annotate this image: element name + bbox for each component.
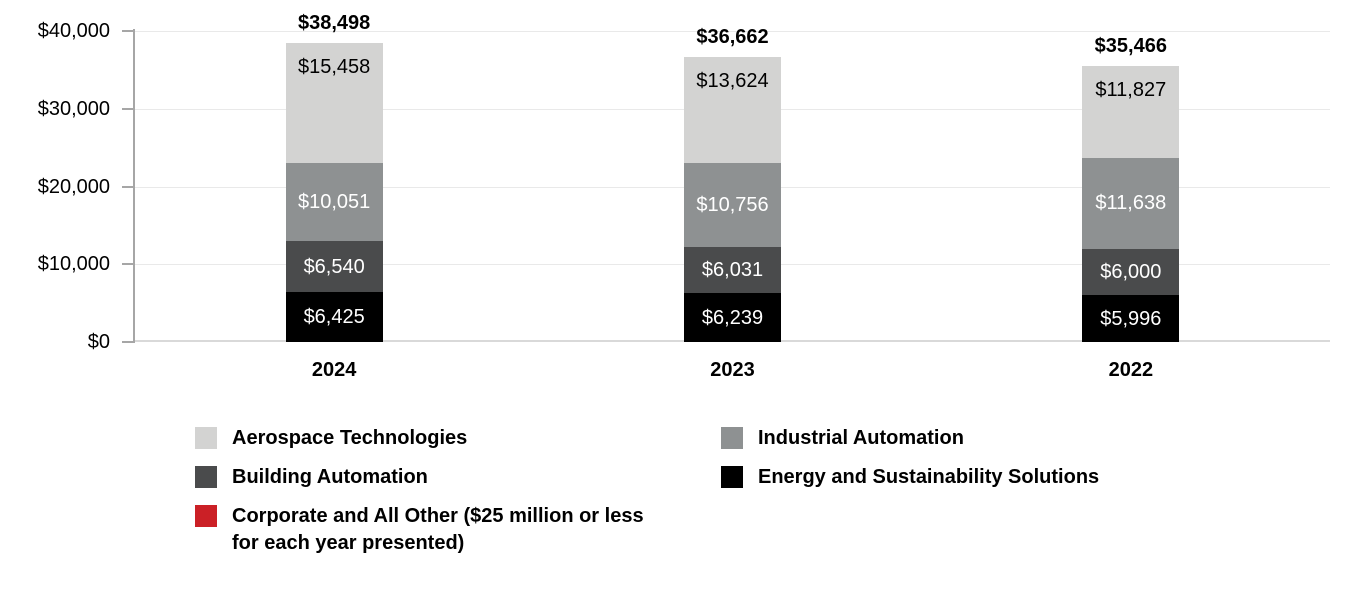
bar-segment-building-automation: $6,540 xyxy=(285,241,383,293)
segment-value-label: $10,051 xyxy=(298,191,371,214)
segment-value-label: $13,624 xyxy=(696,70,769,93)
y-axis-tick xyxy=(122,341,135,343)
segment-value-label: $6,425 xyxy=(303,306,365,328)
legend-item-corporate-all-other: Corporate and All Other ($25 million or … xyxy=(195,503,721,557)
gridline-40-000 xyxy=(135,31,1330,32)
bar-segment-building-automation: $6,031 xyxy=(684,246,781,294)
segment-value-label: $6,000 xyxy=(1100,261,1162,284)
y-tick-label: $10,000 xyxy=(37,253,110,276)
legend-item-label: Building Automation xyxy=(232,466,428,488)
segment-value-label: $6,239 xyxy=(701,306,764,329)
legend-swatch-aerospace-icon xyxy=(195,427,217,449)
bar-segment-industrial-automation: $10,051 xyxy=(285,163,383,242)
y-tick-label: $40,000 xyxy=(37,20,110,42)
legend-item-energy-sustainability: Energy and Sustainability Solutions xyxy=(721,464,1099,491)
x-axis-label-2023: 2023 xyxy=(710,359,755,381)
y-tick-label: $0 xyxy=(87,331,110,353)
y-tick-label: $20,000 xyxy=(37,175,110,198)
legend-swatch-corporate-icon xyxy=(195,505,217,527)
legend-item-label: Aerospace Technologies xyxy=(232,427,468,449)
legend-swatch-industrial-icon xyxy=(721,427,743,449)
bar-2023: $13,624 $10,756 $6,031 $6,239 xyxy=(684,57,781,342)
legend-item-label: Industrial Automation xyxy=(758,427,964,449)
segment-value-label: $11,827 xyxy=(1095,79,1167,102)
legend-item-label: Corporate and All Other ($25 million or … xyxy=(232,505,644,554)
bar-segment-building-automation: $6,000 xyxy=(1082,248,1180,296)
bar-segment-aerospace-technologies: $15,458 xyxy=(285,42,383,164)
y-axis-tick xyxy=(122,185,135,188)
x-axis-label-2022: 2022 xyxy=(1108,359,1154,381)
segment-value-label: $15,458 xyxy=(298,55,371,78)
bar-segment-industrial-automation: $10,756 xyxy=(684,162,781,247)
segment-value-label: $6,540 xyxy=(303,255,365,278)
y-axis-tick xyxy=(122,30,135,32)
legend-item-industrial-automation: Industrial Automation xyxy=(721,425,1099,452)
legend-swatch-energy-icon xyxy=(721,466,743,488)
x-axis-label-2024: 2024 xyxy=(311,359,357,381)
plot-area: $40,000 $30,000 $20,000 $10,000 $0 $15,458 $10… xyxy=(38,12,1330,381)
segment-value-label: $5,996 xyxy=(1100,307,1162,330)
bar-segment-energy-and-sustainability-solutions: $6,425 xyxy=(285,292,383,342)
bar-2022: $11,827 $11,638 $6,000 $5,996 xyxy=(1082,66,1180,342)
segment-value-label: $10,756 xyxy=(696,193,769,216)
segment-value-label: $6,031 xyxy=(701,259,764,282)
legend-item-building-automation: Building Automation xyxy=(195,464,721,491)
legend-swatch-building-icon xyxy=(195,466,217,488)
bar-segment-aerospace-technologies: $13,624 xyxy=(684,57,781,163)
legend: Aerospace Technologies Industrial Automa… xyxy=(195,425,1099,557)
y-axis-tick xyxy=(122,263,135,266)
y-axis-tick xyxy=(122,107,135,110)
segment-value-label: $11,638 xyxy=(1095,192,1167,215)
bar-2024: $15,458 $10,051 $6,540 $6,425 xyxy=(285,42,383,342)
bar-segment-energy-and-sustainability-solutions: $6,239 xyxy=(684,293,781,342)
legend-item-label: Energy and Sustainability Solutions xyxy=(758,466,1100,488)
bar-segment-energy-and-sustainability-solutions: $5,996 xyxy=(1082,295,1180,342)
bar-total-label: $36,662 xyxy=(696,26,769,49)
bar-segment-aerospace-technologies: $11,827 xyxy=(1082,66,1180,159)
y-tick-label: $30,000 xyxy=(37,97,110,120)
legend-item-aerospace-technologies: Aerospace Technologies xyxy=(195,425,721,452)
bar-total-label: $35,466 xyxy=(1094,35,1167,58)
bar-segment-industrial-automation: $11,638 xyxy=(1082,158,1180,249)
bar-total-label: $38,498 xyxy=(298,11,371,34)
